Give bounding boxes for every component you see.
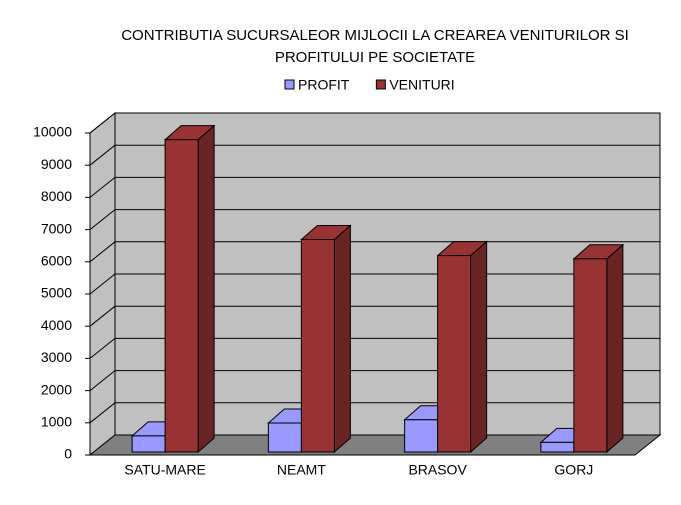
y-tick-label: 7000 [41, 220, 72, 236]
bar [404, 419, 439, 453]
bar [437, 255, 472, 453]
floor [88, 434, 662, 456]
bar-side [197, 124, 215, 454]
grid-line [89, 144, 116, 166]
y-tick-label: 5000 [41, 285, 72, 301]
x-tick-label: NEAMT [277, 462, 326, 478]
legend-swatch [375, 79, 386, 90]
y-tick-label: 10000 [33, 124, 72, 140]
chart-title: CONTRIBUTIA SUCURSALEOR MIJLOCII LA CREA… [121, 27, 629, 44]
y-tick-label: 9000 [41, 156, 72, 172]
legend-swatch [284, 79, 295, 90]
bar-side [606, 243, 624, 454]
chart-title: PROFITULUI PE SOCIETATE [275, 49, 475, 66]
grid-line [89, 370, 116, 391]
grid-line [89, 273, 116, 295]
bar [300, 238, 335, 453]
grid-line [89, 338, 116, 359]
grid-line [89, 112, 116, 134]
bar [540, 441, 575, 453]
y-tick-label: 0 [64, 446, 72, 462]
y-tick-label: 1000 [41, 414, 72, 430]
legend-label: PROFIT [298, 77, 350, 93]
y-tick-label: 8000 [41, 188, 72, 204]
grid-line [89, 402, 116, 424]
x-tick-label: SATU-MARE [124, 462, 205, 478]
x-tick-label: GORJ [554, 462, 593, 478]
y-tick-label: 6000 [41, 253, 72, 269]
bar [573, 258, 608, 453]
grid-line [89, 241, 116, 263]
grid-line [89, 305, 116, 327]
bar-side [470, 240, 488, 454]
x-tick-label: BRASOV [408, 462, 467, 478]
legend-label: VENITURI [389, 77, 454, 93]
bar [131, 435, 166, 453]
bar [267, 422, 302, 453]
y-tick-label: 4000 [41, 317, 72, 333]
bar-side [333, 224, 351, 454]
y-tick-label: 2000 [41, 381, 72, 397]
y-tick-label: 3000 [41, 349, 72, 365]
bar [164, 139, 199, 453]
grid-line [89, 209, 116, 230]
grid-line [89, 177, 116, 198]
